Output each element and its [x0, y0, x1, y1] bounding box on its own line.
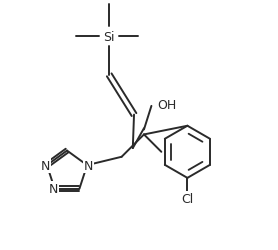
Text: Cl: Cl [181, 193, 193, 206]
Text: N: N [49, 182, 58, 196]
Text: N: N [41, 159, 50, 172]
Text: N: N [84, 159, 93, 172]
Text: Si: Si [103, 31, 115, 44]
Text: OH: OH [158, 99, 177, 112]
